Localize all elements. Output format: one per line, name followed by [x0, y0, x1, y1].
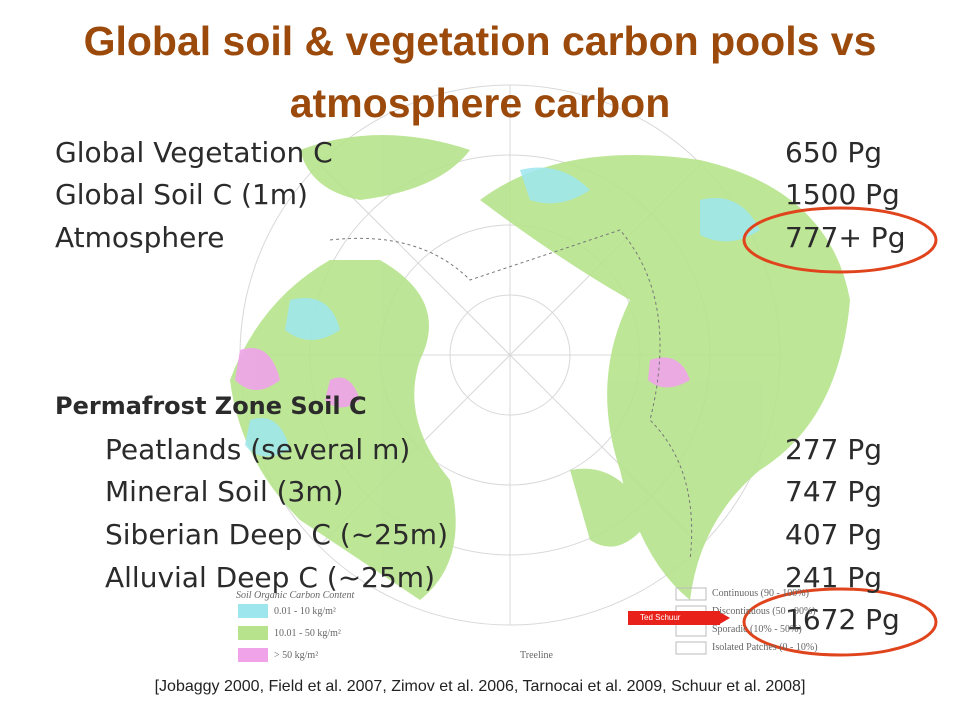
row-label: Alluvial Deep C (~25m)	[105, 561, 435, 594]
row-value: 1500 Pg	[785, 178, 900, 211]
legend-item: Isolated Patches (0 - 10%)	[712, 642, 818, 653]
legend-item: 10.01 - 50 kg/m²	[274, 628, 341, 639]
row-label: Global Soil C (1m)	[55, 178, 308, 211]
row-value: 407 Pg	[785, 518, 883, 551]
row-value: 241 Pg	[785, 561, 883, 594]
pointer-label: Ted Schuur	[628, 611, 720, 625]
title: Global soil & vegetation carbon pools vs…	[83, 18, 877, 126]
row-value: 650 Pg	[785, 136, 883, 169]
row-label: Peatlands (several m)	[105, 433, 411, 466]
legend-item: Continuous (90 - 100%)	[712, 588, 809, 599]
total-value: 1672 Pg	[785, 603, 900, 636]
legend-item: > 50 kg/m²	[274, 650, 319, 661]
row-value: 277 Pg	[785, 433, 883, 466]
row-label: Atmosphere	[55, 221, 225, 254]
row-value: 747 Pg	[785, 475, 883, 508]
row-label: Mineral Soil (3m)	[105, 475, 344, 508]
legend-item: Treeline	[520, 650, 553, 661]
legend-item: Sporadic (10% - 50%)	[712, 624, 802, 635]
legend-item: 0.01 - 10 kg/m²	[274, 606, 336, 617]
row-label: Siberian Deep C (~25m)	[105, 518, 448, 551]
row-value: 777+ Pg	[785, 221, 906, 254]
section-heading: Permafrost Zone Soil C	[55, 392, 367, 420]
row-label: Global Vegetation C	[55, 136, 333, 169]
legend-title: Soil Organic Carbon Content	[236, 590, 355, 601]
legend-item: Discontinuous (50 - 90%)	[712, 606, 816, 617]
citation: [Jobaggy 2000, Field et al. 2007, Zimov …	[154, 678, 806, 695]
